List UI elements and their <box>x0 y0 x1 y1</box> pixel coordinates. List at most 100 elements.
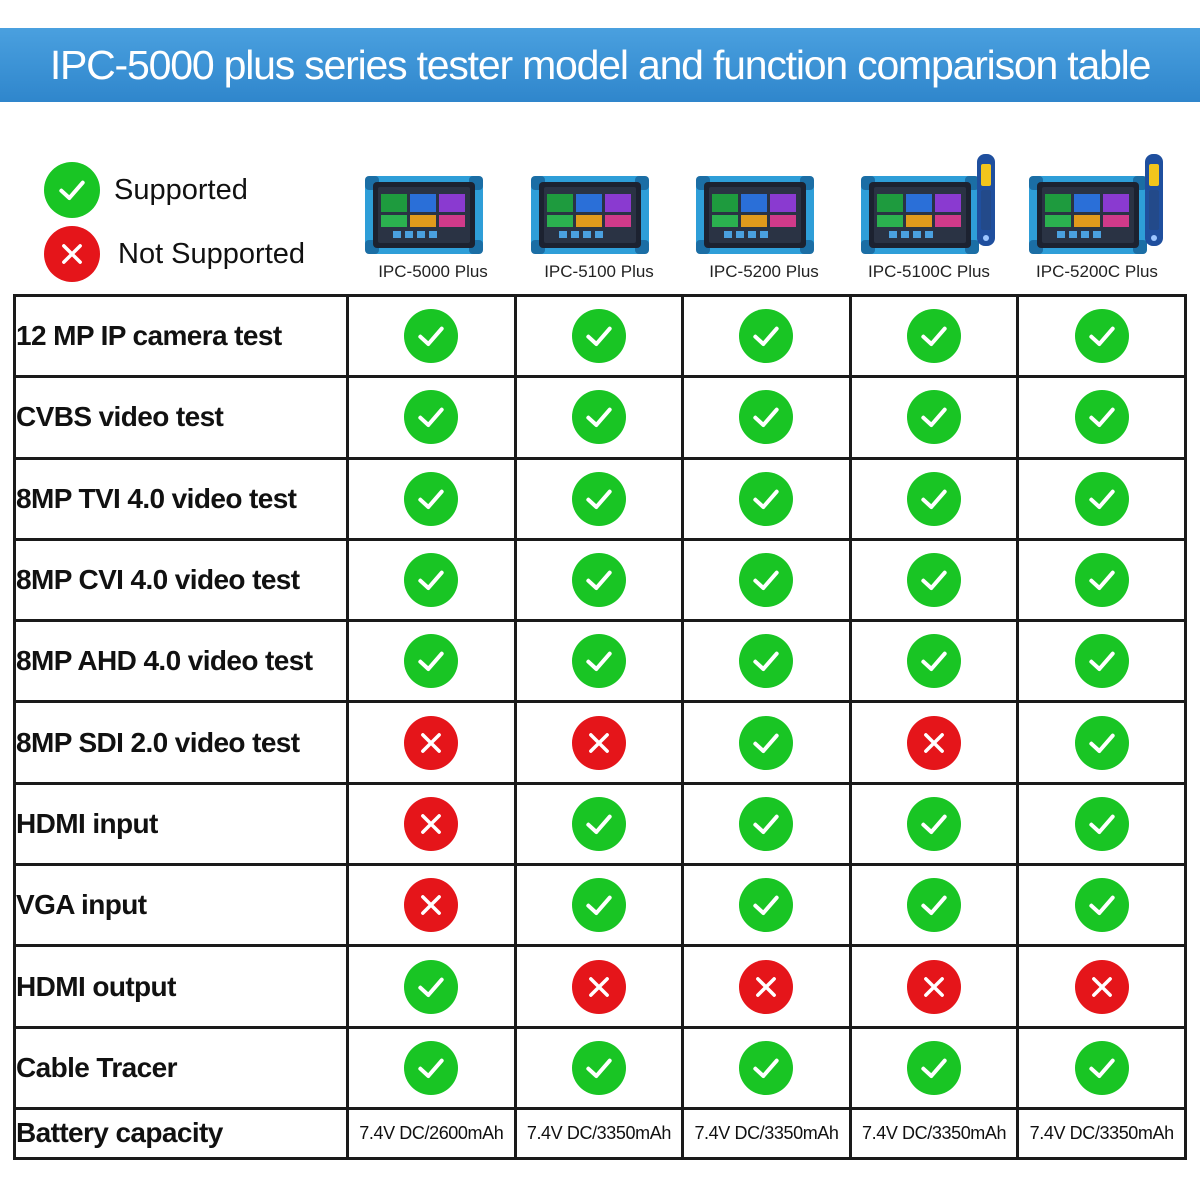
supported-cell <box>848 619 1020 704</box>
legend-supported: Supported <box>44 158 305 222</box>
legend-not-supported-label: Not Supported <box>118 237 306 270</box>
table-row: 8MP SDI 2.0 video test <box>13 700 1187 785</box>
not-supported-cell <box>346 863 517 948</box>
cross-icon <box>44 226 100 282</box>
not-supported-cell <box>513 944 685 1029</box>
check-icon <box>404 634 459 689</box>
feature-label: 8MP TVI 4.0 video test <box>13 456 349 541</box>
cable-tracer-probe-icon <box>977 154 995 246</box>
supported-cell <box>513 537 685 623</box>
check-icon <box>907 390 962 445</box>
not-supported-cell <box>848 944 1020 1029</box>
check-icon <box>571 634 626 689</box>
check-icon <box>404 471 459 526</box>
check-icon <box>907 1040 962 1095</box>
supported-cell <box>346 619 517 704</box>
table-row: HDMI input <box>13 781 1187 867</box>
battery-capacity-value: 7.4V DC/3350mAh <box>513 1106 685 1161</box>
check-icon <box>739 715 794 770</box>
check-icon <box>907 878 962 933</box>
supported-cell <box>681 700 852 785</box>
supported-cell <box>848 456 1020 541</box>
check-icon <box>739 309 794 364</box>
check-icon <box>571 309 626 364</box>
not-supported-cell <box>513 700 685 785</box>
comparison-table: 12 MP IP camera test CVBS video test 8MP T… <box>13 293 1187 1161</box>
check-icon <box>404 553 459 608</box>
cross-icon <box>571 715 626 770</box>
table-row: 8MP AHD 4.0 video test <box>13 619 1187 704</box>
supported-cell <box>681 456 852 541</box>
supported-cell <box>513 293 685 379</box>
check-icon <box>907 553 962 608</box>
cable-tracer-probe-icon <box>1145 154 1163 246</box>
supported-cell <box>1016 700 1187 785</box>
check-icon <box>907 634 962 689</box>
supported-cell <box>513 781 685 867</box>
cross-icon <box>404 715 459 770</box>
table-row: Cable Tracer <box>13 1025 1187 1110</box>
supported-cell <box>346 456 517 541</box>
check-icon <box>571 390 626 445</box>
supported-cell <box>1016 375 1187 460</box>
battery-capacity-value: 7.4V DC/3350mAh <box>681 1106 852 1161</box>
supported-cell <box>513 619 685 704</box>
device-column-header: IPC-5200 Plus <box>684 168 844 282</box>
check-icon <box>571 553 626 608</box>
check-icon <box>404 309 459 364</box>
supported-cell <box>681 781 852 867</box>
feature-label: HDMI output <box>13 944 349 1029</box>
check-icon <box>1074 471 1129 526</box>
supported-cell <box>346 537 517 623</box>
supported-cell <box>1016 863 1187 948</box>
device-model-name: IPC-5200C Plus <box>1036 262 1158 281</box>
check-icon <box>571 471 626 526</box>
table-row: HDMI output <box>13 944 1187 1029</box>
check-icon <box>739 1040 794 1095</box>
check-icon <box>571 796 626 851</box>
supported-cell <box>1016 619 1187 704</box>
supported-cell <box>681 863 852 948</box>
feature-label: 8MP CVI 4.0 video test <box>13 537 349 623</box>
table-row: Battery capacity 7.4V DC/2600mAh 7.4V DC/3… <box>13 1106 1187 1161</box>
cross-icon <box>571 959 626 1014</box>
title-banner: IPC-5000 plus series tester model and fu… <box>0 28 1200 102</box>
not-supported-cell <box>848 700 1020 785</box>
cross-icon <box>404 796 459 851</box>
check-icon <box>1074 796 1129 851</box>
feature-label: Cable Tracer <box>13 1025 349 1110</box>
tester-device-image <box>353 168 513 258</box>
supported-cell <box>848 1025 1020 1110</box>
supported-cell <box>848 293 1020 379</box>
page-title: IPC-5000 plus series tester model and fu… <box>49 41 1152 88</box>
supported-cell <box>681 293 852 379</box>
check-icon <box>739 796 794 851</box>
legend: Supported Not Supported <box>44 158 305 286</box>
battery-capacity-value: 7.4V DC/3350mAh <box>848 1106 1020 1161</box>
check-icon <box>907 471 962 526</box>
supported-cell <box>848 863 1020 948</box>
cross-icon <box>907 715 962 770</box>
supported-cell <box>346 944 517 1029</box>
not-supported-cell <box>346 700 517 785</box>
tester-device-image <box>684 168 844 258</box>
supported-cell <box>681 1025 852 1110</box>
device-column-header: IPC-5000 Plus <box>353 168 513 282</box>
supported-cell <box>513 456 685 541</box>
supported-cell <box>681 537 852 623</box>
cross-icon <box>1074 959 1129 1014</box>
device-model-name: IPC-5000 Plus <box>378 262 488 281</box>
cross-icon <box>739 959 794 1014</box>
check-icon <box>44 162 100 218</box>
feature-label: HDMI input <box>13 781 349 867</box>
legend-supported-label: Supported <box>114 173 248 206</box>
check-icon <box>1074 390 1129 445</box>
legend-not-supported: Not Supported <box>44 222 305 286</box>
check-icon <box>571 878 626 933</box>
feature-label: 12 MP IP camera test <box>13 293 349 379</box>
supported-cell <box>513 375 685 460</box>
table-row: VGA input <box>13 863 1187 948</box>
tester-device-image <box>1017 154 1177 258</box>
cross-icon <box>907 959 962 1014</box>
feature-label: CVBS video test <box>13 375 349 460</box>
